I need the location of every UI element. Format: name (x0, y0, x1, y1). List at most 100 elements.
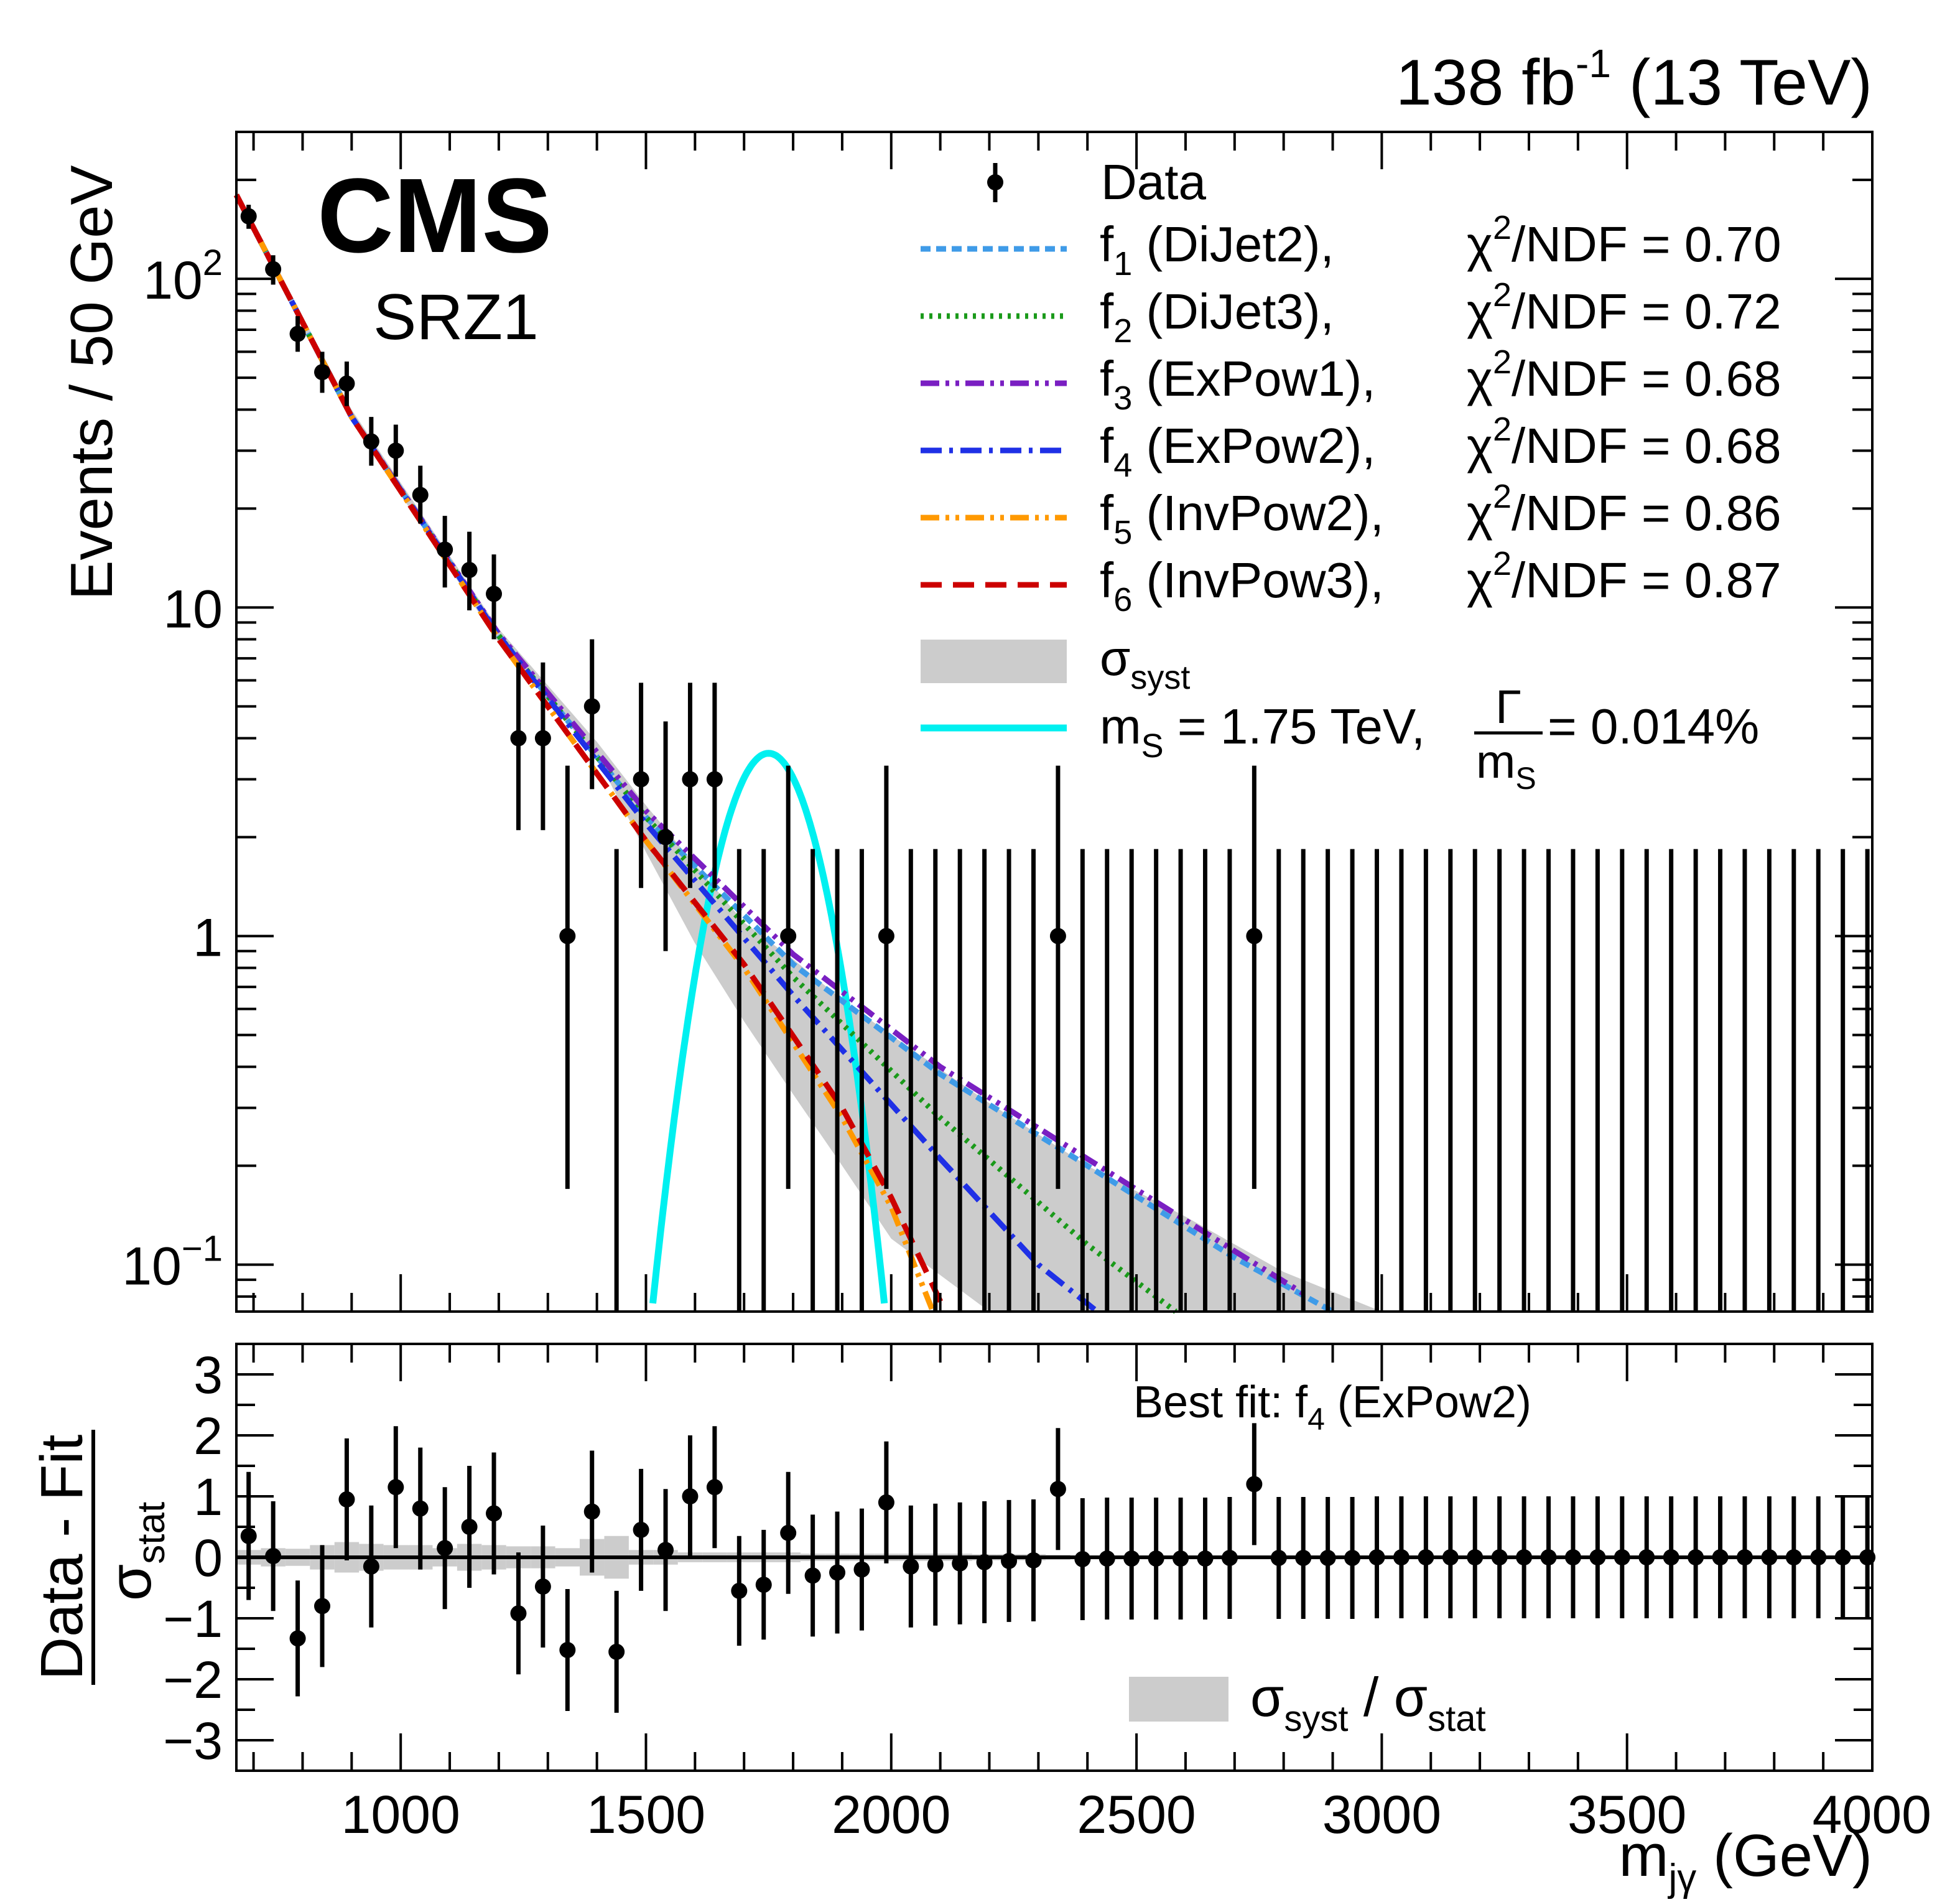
main-y-axis-label: Events / 50 GeV (58, 165, 125, 600)
x-axis-label: mjγ (GeV) (1619, 1822, 1872, 1900)
ratio-point (1001, 1552, 1018, 1569)
legend-fit-chi2-5: χ2/NDF = 0.86 (1467, 478, 1781, 541)
ratio-point (1614, 1549, 1630, 1565)
y-tick-exponent: 2 (203, 243, 223, 283)
ratio-point (682, 1488, 699, 1504)
chi2-exponent: 2 (1493, 343, 1512, 381)
lumi-label: 138 fb-1 (13 TeV) (1396, 41, 1872, 119)
ratio-point (878, 1494, 894, 1511)
legend-fit-name: (DiJet2), (1132, 217, 1334, 272)
data-point (682, 771, 699, 788)
legend-fit-chi2-1: χ2/NDF = 0.70 (1467, 209, 1781, 272)
x-tick-label: 2500 (1077, 1785, 1196, 1845)
data-point (338, 375, 355, 392)
x-axis-label-unit: (GeV) (1696, 1822, 1872, 1889)
ratio-point (1049, 1481, 1066, 1498)
ratio-band-legend-label: σsyst / σstat (1250, 1666, 1486, 1739)
ratio-point (534, 1578, 551, 1595)
chi2-value: /NDF = 0.70 (1512, 217, 1781, 272)
ratio-point (853, 1561, 870, 1578)
chi2-symbol: χ (1467, 485, 1493, 541)
ratio-point (1368, 1549, 1385, 1565)
signal-layer (649, 750, 888, 1304)
legend-fit-name: (ExPow2), (1132, 418, 1375, 473)
data-point (240, 208, 257, 225)
legend-fit-chi2-2: χ2/NDF = 0.72 (1467, 276, 1781, 339)
legend-signal-label: mS = 1.75 TeV, (1100, 699, 1425, 765)
best-fit-rest: (ExPow2) (1325, 1378, 1531, 1427)
legend-fit-symbol: f (1100, 552, 1114, 608)
x-tick-label: 3500 (1568, 1785, 1686, 1845)
ratio-y-tick-label: 0 (193, 1529, 223, 1587)
legend-fit-symbol: f (1100, 284, 1114, 339)
ratio-point (927, 1556, 944, 1573)
ratio-y-tick-label: 3 (193, 1346, 223, 1404)
legend-fit-label-3: f3 (ExPow1), (1100, 351, 1376, 417)
ratio-point (804, 1567, 821, 1584)
fit-curve-1 (234, 193, 1334, 1314)
legend-fit-sub: 5 (1113, 514, 1132, 551)
ratio-band-legend-swatch (1129, 1677, 1228, 1722)
data-point (314, 364, 331, 381)
ratio-point (608, 1643, 625, 1660)
legend-fit-sub: 6 (1113, 581, 1132, 618)
ratio-point (338, 1491, 355, 1508)
data-point (878, 928, 894, 944)
chi2-exponent: 2 (1493, 209, 1512, 246)
data-point (706, 771, 723, 788)
ratio-point (1418, 1549, 1434, 1565)
ratio-point (1540, 1549, 1557, 1565)
legend-fit-label-1: f1 (DiJet2), (1100, 217, 1334, 282)
ratio-y-axis-label: Data - Fit σstat (29, 1430, 173, 1685)
syst-band-layer (236, 191, 1382, 1312)
legend-fit-label-6: f6 (InvPow3), (1100, 552, 1384, 618)
x-tick-label: 1500 (587, 1785, 705, 1845)
ratio-point (1564, 1549, 1581, 1565)
data-point (289, 325, 306, 342)
ratio-point (1491, 1549, 1508, 1565)
fit-curves-layer (234, 193, 1334, 1314)
chi2-exponent: 2 (1493, 478, 1512, 515)
legend-signal-gamma: Γ (1495, 681, 1521, 734)
chi2-exponent: 2 (1493, 411, 1512, 448)
ratio-point (1810, 1549, 1827, 1565)
ratio-point (1197, 1550, 1214, 1567)
legend-fit-label-2: f2 (DiJet3), (1100, 284, 1334, 350)
ratio-point (633, 1521, 649, 1538)
ratio-point (1442, 1549, 1459, 1565)
legend-data-marker (987, 174, 1003, 190)
ratio-point (731, 1582, 748, 1599)
ratio-point (1688, 1549, 1704, 1565)
legend-syst-swatch (921, 640, 1067, 683)
signal-curve (649, 750, 888, 1304)
data-point (388, 442, 404, 459)
data-point (363, 433, 379, 450)
ratio-point (780, 1524, 797, 1541)
legend-signal-fraction-den: mS (1476, 735, 1536, 796)
ratio-point (510, 1605, 527, 1622)
ratio-point (363, 1558, 379, 1575)
legend-signal-den-symbol: m (1476, 735, 1515, 788)
data-point (265, 261, 282, 277)
data-point (437, 541, 453, 558)
legend-signal-mass-value: = 1.75 TeV, (1164, 699, 1425, 754)
data-point (559, 928, 576, 944)
chi2-symbol: χ (1467, 552, 1493, 608)
data-point (583, 698, 600, 715)
ratio-y-tick-label: −3 (163, 1712, 223, 1770)
chi2-symbol: χ (1467, 351, 1493, 406)
y-tick-label: 1 (193, 908, 223, 967)
x-tick-label: 1000 (341, 1785, 460, 1845)
ratio-point (314, 1598, 331, 1615)
y-tick-label: 102 (143, 243, 223, 310)
x-tick-label: 2000 (832, 1785, 950, 1845)
data-point (633, 771, 649, 788)
legend-fit-symbol: f (1100, 217, 1114, 272)
ratio-point (1516, 1549, 1533, 1565)
data-points-layer (240, 205, 1870, 1312)
ratio-point (829, 1564, 846, 1581)
